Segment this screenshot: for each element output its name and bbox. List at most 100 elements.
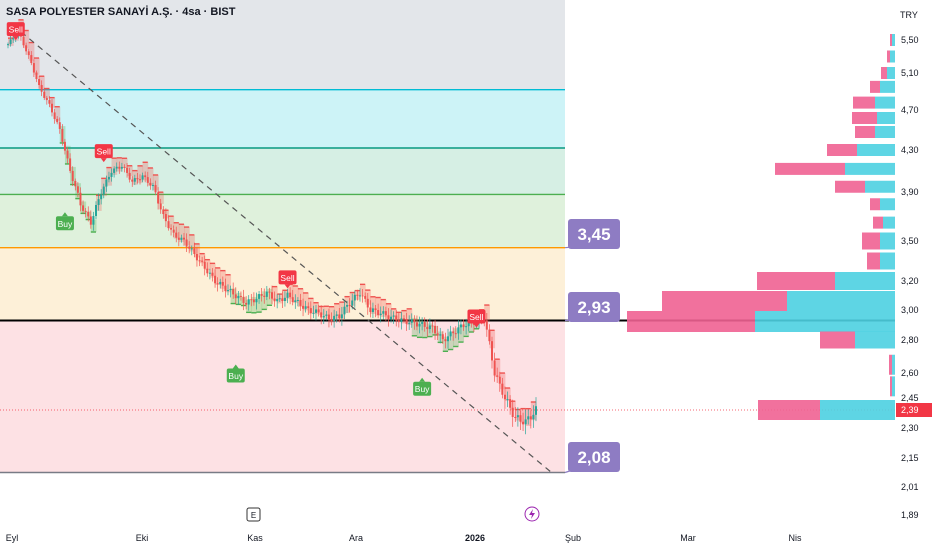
candle-body <box>97 199 100 205</box>
volume-bar-up <box>855 331 895 349</box>
volume-bar-up <box>787 291 895 311</box>
currency-label: TRY <box>900 10 918 20</box>
candle-body <box>193 248 196 255</box>
candle-body <box>447 336 449 342</box>
candle-body <box>400 318 403 323</box>
candle-body <box>170 228 173 230</box>
cloud-segment <box>225 274 232 293</box>
candle-body <box>30 55 33 64</box>
candle-body <box>35 72 38 80</box>
candle-body <box>351 300 354 306</box>
candle-body <box>462 324 465 328</box>
volume-bar-up <box>845 162 895 175</box>
candle-body <box>529 416 532 420</box>
candle-body <box>322 315 325 318</box>
y-tick-label: 3,00 <box>901 305 919 315</box>
cloud-segment <box>448 332 454 350</box>
candle-body <box>304 306 307 309</box>
volume-bar-down <box>867 252 880 270</box>
candle-body <box>294 300 297 303</box>
candle-body <box>390 316 393 320</box>
candle-body <box>69 158 72 171</box>
fib-zone <box>0 320 565 473</box>
candle-body <box>84 210 87 212</box>
candle-body <box>100 194 103 200</box>
candle-body <box>234 294 237 299</box>
volume-bar-down <box>889 354 892 375</box>
candle-body <box>488 329 491 342</box>
candle-body <box>185 239 188 247</box>
axes: TRY 5,50 5,10 4,70 4,30 3,90 3,50 3,20 3,00 2,80 2… <box>6 10 932 543</box>
candle-body <box>356 294 359 296</box>
candle-body <box>369 307 372 313</box>
volume-bar-down <box>758 400 820 420</box>
candle-body <box>167 221 170 229</box>
volume-bar-up <box>877 112 895 124</box>
candle-body <box>418 323 421 327</box>
candle-body <box>139 179 141 181</box>
candle-body <box>110 172 113 177</box>
candle-body <box>219 281 222 285</box>
sell-signal-label: Sell <box>97 147 111 157</box>
candle-body <box>421 322 424 324</box>
trendline[interactable] <box>20 31 552 473</box>
buy-signal-pointer <box>61 212 68 217</box>
candle-body <box>180 237 183 240</box>
candle-body <box>95 204 97 217</box>
sell-signal-pointer <box>12 36 19 41</box>
candle-body <box>335 314 338 316</box>
volume-bar-down <box>852 112 877 124</box>
candle-body <box>92 216 95 225</box>
candle-body <box>63 141 66 151</box>
volume-bar-up <box>875 126 895 138</box>
candle-body <box>309 308 312 314</box>
volume-bar-up <box>892 354 895 375</box>
volume-bar-up <box>892 376 895 397</box>
candle-body <box>491 341 493 361</box>
volume-bar-up <box>880 80 895 93</box>
earnings-marker <box>246 507 261 522</box>
volume-bar-down <box>862 232 880 250</box>
candle-body <box>151 185 154 187</box>
cloud-segment <box>137 165 144 183</box>
price-callouts: 3,45 2,93 2,08 <box>564 219 620 474</box>
candle-body <box>211 272 214 276</box>
candle-body <box>320 312 323 318</box>
candle-body <box>410 319 413 323</box>
candles <box>7 27 537 435</box>
current-price-tag <box>896 403 932 417</box>
sell-signal-badge <box>467 309 486 324</box>
candle-body <box>509 399 512 408</box>
candle-body <box>221 281 224 286</box>
fib-zone-backgrounds <box>0 0 565 473</box>
candle-body <box>123 166 126 168</box>
candle-body <box>366 298 369 308</box>
candle-body <box>162 209 165 215</box>
candle-body <box>159 203 162 210</box>
candle-body <box>276 299 279 302</box>
volume-bar-down <box>627 311 755 332</box>
candle-body <box>12 38 15 40</box>
candle-body <box>441 334 444 340</box>
volume-bar-up <box>892 34 895 46</box>
volume-bar-down <box>887 50 890 63</box>
candle-body <box>216 283 219 285</box>
callout-box <box>568 292 620 322</box>
cloud-segment <box>215 267 221 285</box>
callout-box <box>568 442 620 472</box>
candle-body <box>519 415 522 422</box>
volume-bar-up <box>755 311 895 332</box>
candle-body <box>227 290 229 292</box>
candle-body <box>190 248 193 250</box>
candle-body <box>201 260 204 262</box>
candle-body <box>392 315 395 317</box>
candle-body <box>51 103 53 113</box>
candle-body <box>195 254 198 261</box>
candle-body <box>144 175 147 178</box>
candle-body <box>175 232 178 238</box>
candle-body <box>53 112 56 119</box>
candle-body <box>384 311 387 316</box>
candle-body <box>444 339 447 342</box>
candle-body <box>126 167 129 173</box>
